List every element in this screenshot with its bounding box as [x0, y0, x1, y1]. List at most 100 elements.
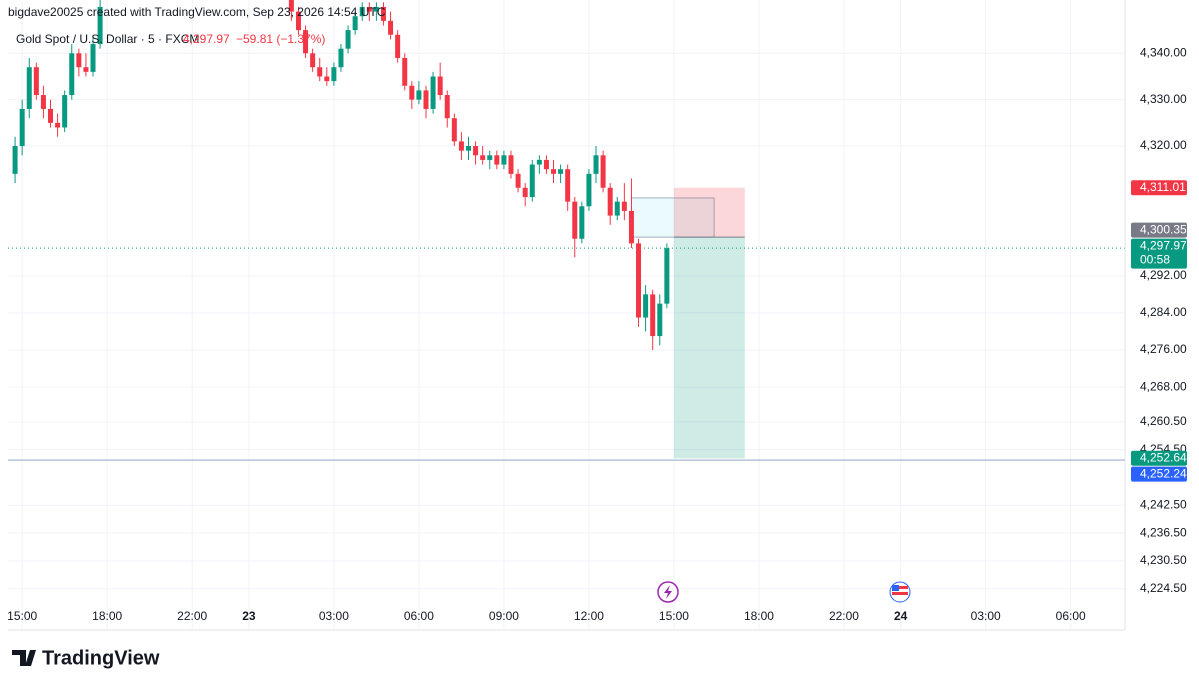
candle-body	[508, 155, 514, 174]
header: bigdave20025 created with TradingView.co…	[8, 5, 386, 19]
candle-body	[90, 44, 96, 72]
candle-body	[19, 108, 25, 147]
candle-body	[395, 34, 401, 58]
grid	[8, 0, 1125, 630]
candle-body	[600, 155, 606, 188]
x-tick-label: 12:00	[574, 609, 604, 623]
candle-body	[473, 146, 479, 156]
candle-body	[69, 53, 75, 96]
candle-body	[97, 6, 103, 45]
candle-body	[565, 169, 571, 202]
candle-body	[551, 169, 557, 174]
y-tick-label: 4,242.50	[1140, 497, 1187, 511]
brand-text: TradingView	[42, 647, 160, 669]
x-tick-label: 06:00	[404, 609, 434, 623]
candle-body	[501, 155, 507, 165]
x-tick-label: 15:00	[659, 609, 689, 623]
candle-body	[430, 76, 436, 109]
x-tick-label: 03:00	[319, 609, 349, 623]
y-tick-label: 4,268.00	[1140, 379, 1187, 393]
candle-body	[522, 187, 528, 198]
symbol: Gold Spot / U.S. Dollar · 5 · FXCM	[16, 32, 199, 46]
y-tick-label: 4,340.00	[1140, 45, 1187, 59]
axes: 4,340.00 4,330.00 4,320.00 4,292.00 4,284.00…	[7, 45, 1187, 623]
candle-body	[295, 11, 301, 31]
y-tick-label: 4,224.50	[1140, 581, 1187, 595]
candle-body	[458, 141, 464, 151]
candle-body	[586, 173, 592, 207]
x-tick-label: 15:00	[7, 609, 37, 623]
stop-zone	[673, 187, 745, 238]
x-tick-label: 18:00	[92, 609, 122, 623]
candle-body	[650, 294, 656, 337]
candle-body	[614, 201, 620, 216]
x-tick-label: 03:00	[971, 609, 1001, 623]
price-label-bg	[1131, 180, 1187, 196]
candle-body	[324, 76, 330, 82]
candle-body	[55, 122, 61, 128]
candle-body	[416, 90, 422, 100]
candle-body	[643, 294, 649, 318]
y-tick-label: 4,236.50	[1140, 525, 1187, 539]
candle-body	[636, 243, 642, 318]
candle-body	[62, 95, 68, 128]
candle-body	[579, 206, 585, 239]
candle-body	[288, 0, 294, 12]
y-tick-label: 4,276.00	[1140, 342, 1187, 356]
y-tick-label: 4,230.50	[1140, 553, 1187, 567]
candle-body	[366, 6, 372, 12]
last-price: 4,297.97	[183, 32, 230, 46]
candle-body	[12, 146, 18, 174]
candle-body	[388, 20, 394, 35]
candle-body	[536, 159, 542, 165]
brand-logo: TradingView	[12, 647, 160, 669]
x-tick-label: 22:00	[177, 609, 207, 623]
candle-body	[26, 67, 32, 109]
plot-area	[8, 0, 1125, 461]
candle-body	[380, 6, 386, 21]
candle-body	[451, 118, 457, 142]
candle-body	[338, 48, 344, 68]
y-tick-label: 4,292.00	[1140, 268, 1187, 282]
candle-body	[409, 85, 415, 100]
price-label: 4,311.01	[1140, 180, 1186, 194]
x-tick-label: 24	[894, 609, 908, 623]
candle-body	[402, 57, 408, 86]
candle-body	[487, 155, 493, 160]
candle-body	[83, 67, 89, 72]
x-tick-label: 09:00	[489, 609, 519, 623]
candle-body	[345, 30, 351, 49]
candle-body	[593, 155, 599, 174]
candle-body	[352, 16, 358, 31]
candle-body	[494, 155, 500, 165]
candle-body	[437, 76, 443, 96]
price-label-bg	[1131, 238, 1187, 269]
event-icon	[657, 581, 679, 603]
candle-body	[444, 95, 450, 119]
x-tick-label: 22:00	[829, 609, 859, 623]
candle-body	[515, 173, 521, 188]
x-tick-label: 06:00	[1056, 609, 1086, 623]
price-label: 4,252.64	[1140, 450, 1187, 464]
candle-body	[303, 30, 309, 54]
candle-body	[621, 201, 627, 211]
price-label: 4,297.97	[1140, 238, 1187, 252]
candle-body	[543, 159, 549, 170]
candle-body	[331, 67, 337, 82]
candle-body	[359, 6, 365, 17]
candle-body	[529, 164, 535, 198]
candle-body	[480, 155, 486, 160]
price-label: 4,252.24	[1140, 466, 1187, 480]
target-zone	[673, 237, 745, 459]
price-label-bg	[1131, 450, 1187, 466]
candle-body	[40, 95, 46, 109]
flag-icon	[889, 581, 911, 603]
candle-body	[465, 146, 471, 151]
y-tick-label: 4,320.00	[1140, 138, 1187, 152]
candle-body	[317, 67, 323, 77]
candle-body	[664, 248, 670, 304]
change: −59.81 (−1.37%)	[236, 32, 325, 46]
candle-body	[572, 201, 578, 239]
